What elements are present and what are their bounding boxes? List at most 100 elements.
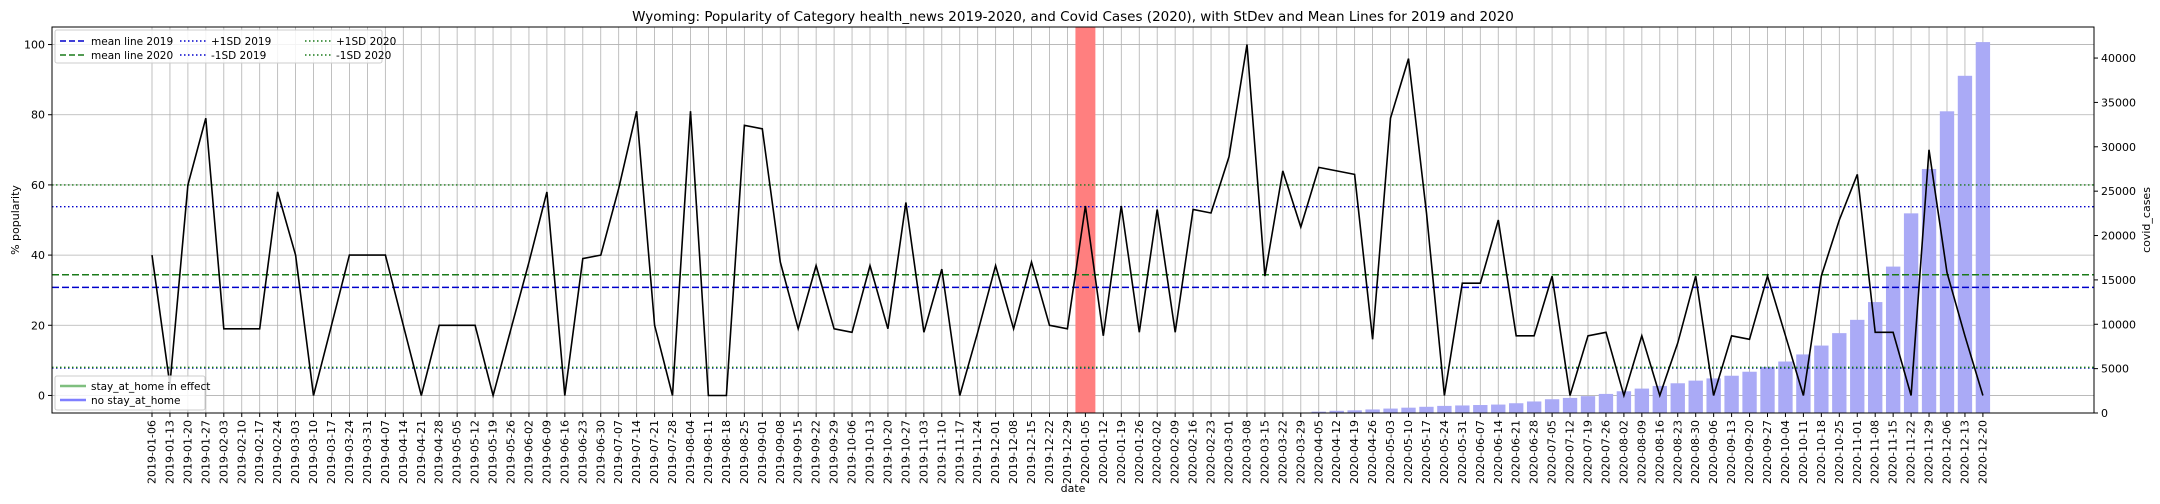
x-tick-label: 2019-02-24 (271, 420, 284, 484)
covid-bar (1526, 401, 1542, 413)
x-tick-label: 2019-01-27 (199, 420, 212, 484)
covid-bar (1652, 385, 1667, 413)
x-tick-label: 2020-07-05 (1546, 420, 1559, 484)
x-tick-label: 2020-08-23 (1671, 420, 1684, 484)
legend-lines: mean line 2019 mean line 2020 +1SD 2019 -1S… (54, 29, 396, 64)
legend-line-label: +1SD 2019 (211, 36, 271, 48)
x-tick-label: 2020-06-14 (1492, 420, 1505, 484)
x-tick-label: 2019-12-01 (989, 420, 1002, 484)
x-tick-label: 2020-11-29 (1923, 420, 1936, 484)
x-tick-label: 2019-10-13 (864, 420, 877, 484)
x-tick-label: 2019-09-22 (810, 420, 823, 484)
left-y-ticks: 0 20 40 60 80 100 (24, 39, 52, 402)
x-tick-label: 2019-05-26 (505, 420, 518, 484)
right-tick-label: 25000 (2101, 185, 2136, 198)
x-tick-label: 2019-02-03 (217, 420, 230, 484)
right-tick-label: 10000 (2101, 318, 2136, 331)
covid-bar (1975, 42, 1991, 414)
x-tick-label: 2020-11-08 (1869, 420, 1882, 484)
x-tick-label: 2020-04-12 (1330, 420, 1343, 484)
covid-bar (1778, 361, 1793, 413)
x-tick-label: 2019-12-15 (1025, 420, 1038, 484)
x-tick-label: 2020-01-19 (1115, 420, 1128, 484)
covid-bar (1580, 396, 1596, 413)
x-tick-label: 2019-05-05 (451, 420, 464, 484)
covid-bar (1706, 378, 1721, 413)
stay-at-home-period (1075, 27, 1096, 413)
x-tick-label: 2020-12-06 (1941, 420, 1954, 484)
x-tick-label: 2019-06-30 (594, 420, 607, 484)
x-tick-label: 2019-01-13 (163, 420, 176, 484)
x-tick-label: 2020-09-20 (1743, 420, 1756, 484)
legend-patch-label: no stay_at_home (91, 395, 180, 407)
popularity-line (151, 44, 1984, 399)
covid-bar (1903, 213, 1919, 413)
x-tick-label: 2020-02-09 (1169, 420, 1182, 484)
x-tick-label: 2019-07-21 (648, 420, 661, 484)
covid-bar (1957, 75, 1973, 413)
right-tick-label: 30000 (2101, 141, 2136, 154)
x-tick-label: 2020-12-20 (1976, 420, 1989, 484)
x-tick-label: 2020-08-02 (1617, 420, 1630, 484)
x-tick-label: 2019-07-07 (612, 420, 625, 484)
x-tick-label: 2019-01-20 (181, 420, 194, 484)
x-tick-label: 2020-11-22 (1905, 420, 1918, 484)
left-tick-label: 80 (31, 109, 45, 122)
x-ticks: 2019-01-06 2019-01-13 2019-01-20 2019-01-27… (146, 413, 1989, 484)
legend-patch-label: stay_at_home in effect (91, 381, 210, 393)
x-tick-label: 2019-05-19 (487, 420, 500, 484)
x-tick-label: 2020-03-08 (1241, 420, 1254, 484)
covid-bar (1598, 393, 1614, 413)
right-tick-label: 20000 (2101, 230, 2136, 243)
x-tick-label: 2019-08-11 (702, 420, 715, 484)
x-tick-label: 2019-02-17 (253, 420, 266, 484)
covid-bar (1491, 404, 1506, 413)
x-tick-label: 2019-05-12 (469, 420, 482, 484)
x-tick-label: 2020-03-01 (1223, 420, 1236, 484)
x-axis-label: date (1061, 482, 1086, 495)
left-tick-label: 0 (38, 389, 45, 402)
y-axis-label-right: covid_cases (2140, 187, 2153, 253)
covid-bar (1868, 302, 1883, 413)
covid-bar (1437, 405, 1452, 413)
x-tick-label: 2019-07-14 (630, 420, 643, 484)
covid-bar (1544, 399, 1560, 413)
left-tick-label: 40 (31, 249, 45, 262)
x-tick-label: 2019-08-04 (684, 420, 697, 484)
x-tick-label: 2019-09-08 (774, 420, 787, 484)
left-tick-label: 60 (31, 179, 45, 192)
x-tick-label: 2019-11-10 (935, 420, 948, 484)
legend-line-label: mean line 2020 (91, 50, 173, 62)
x-tick-label: 2019-12-29 (1061, 420, 1074, 484)
left-tick-label: 100 (24, 39, 45, 52)
x-tick-label: 2019-12-22 (1043, 420, 1056, 484)
covid-bar (1311, 411, 1326, 413)
x-tick-label: 2019-06-23 (576, 420, 589, 484)
x-tick-label: 2019-09-15 (792, 420, 805, 484)
x-tick-label: 2020-03-22 (1276, 420, 1289, 484)
x-tick-label: 2020-06-21 (1510, 420, 1523, 484)
x-tick-label: 2020-07-26 (1600, 420, 1613, 484)
x-tick-label: 2020-02-23 (1205, 420, 1218, 484)
x-tick-label: 2020-12-13 (1958, 420, 1971, 484)
x-tick-label: 2019-06-09 (540, 420, 553, 484)
legend-box (54, 29, 383, 64)
covid-bar (1850, 319, 1865, 413)
stay-at-home-band (1075, 27, 1096, 413)
legend-line-label: +1SD 2020 (336, 36, 396, 48)
covid-bar (1562, 397, 1578, 413)
x-tick-label: 2019-11-03 (917, 420, 930, 484)
right-tick-label: 0 (2101, 407, 2108, 420)
legend-line-label: mean line 2019 (91, 36, 173, 48)
covid-bar (1921, 168, 1937, 413)
x-tick-label: 2019-10-27 (899, 420, 912, 484)
x-tick-label: 2020-07-19 (1582, 420, 1595, 484)
right-y-ticks: 0 5000 10000 15000 20000 25000 30000 35000 40000 (2094, 52, 2136, 420)
x-tick-label: 2019-04-28 (433, 420, 446, 484)
covid-bar (1742, 371, 1757, 413)
grid (52, 27, 2094, 413)
covid-bar (1347, 410, 1362, 413)
x-tick-label: 2019-03-03 (289, 420, 302, 484)
chart-title: Wyoming: Popularity of Category health_n… (632, 9, 1514, 25)
